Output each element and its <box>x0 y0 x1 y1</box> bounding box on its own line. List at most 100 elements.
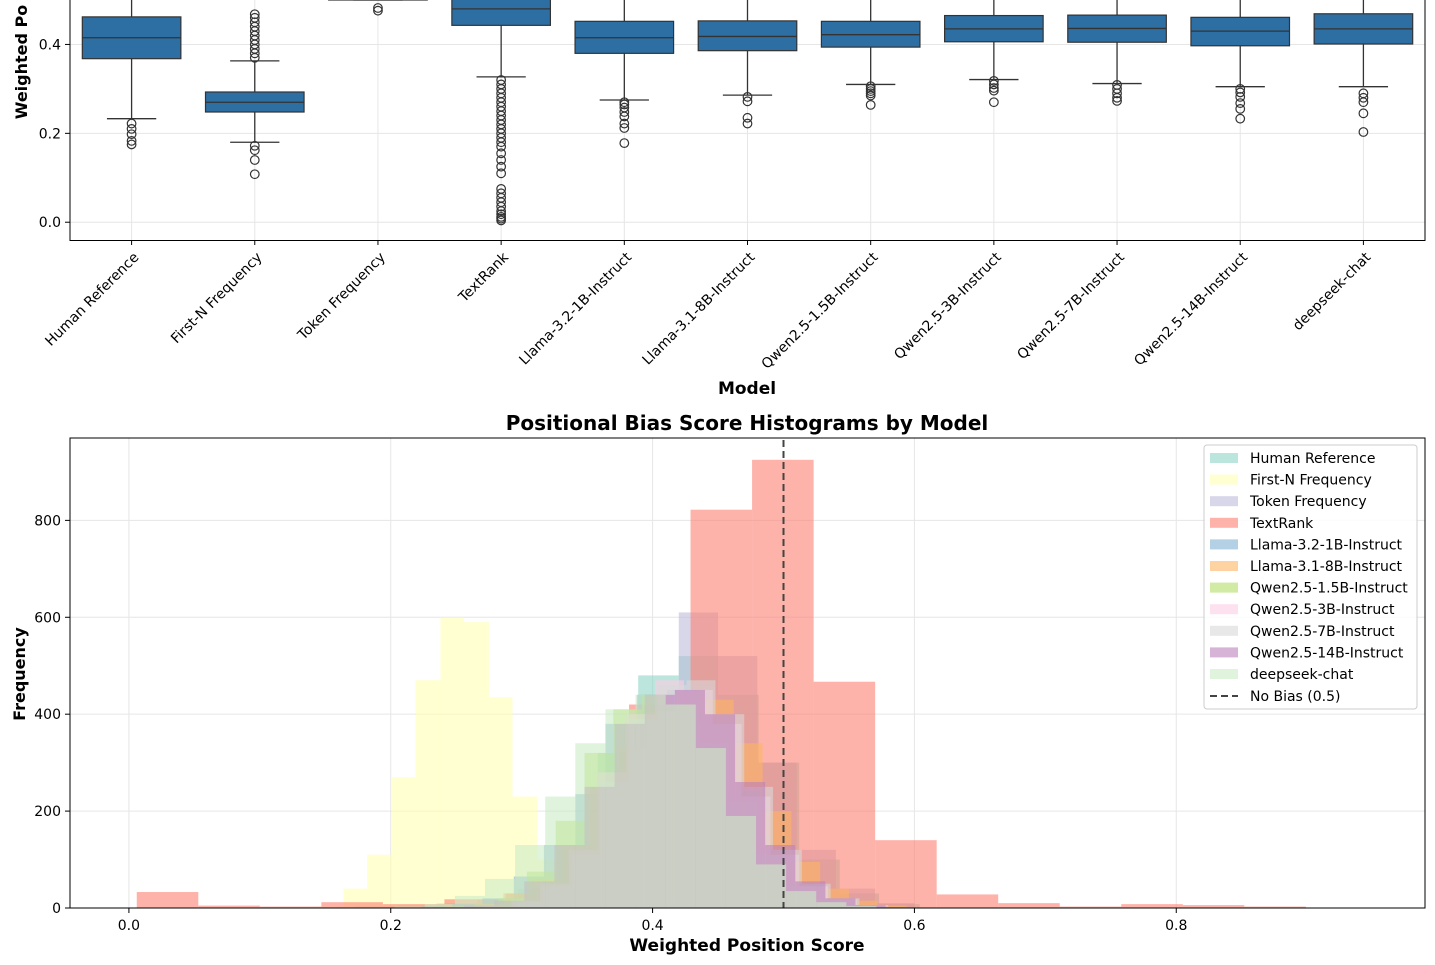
hist-bar <box>816 902 847 908</box>
boxplot-y-axis-label: Weighted Po <box>12 5 31 120</box>
histogram-y-tick-label: 400 <box>34 707 61 723</box>
box-outlier-point <box>742 91 753 102</box>
box-outlier-point <box>1358 108 1369 119</box>
box-outlier-point <box>988 75 999 86</box>
histogram-x-tick-label: 0.0 <box>118 918 140 934</box>
legend-label-qwen2-5-14b-instruct: Qwen2.5-14B-Instruct <box>1250 645 1404 661</box>
box-outlier-point <box>1358 127 1369 137</box>
box-outlier-point <box>988 79 999 90</box>
histogram-y-axis-label: Frequency <box>10 627 29 721</box>
hist-series-deepseek-chat <box>394 694 907 908</box>
hist-bar <box>936 894 999 908</box>
legend-label-human-reference: Human Reference <box>1250 451 1375 467</box>
boxplot-axes-frame <box>69 0 1426 241</box>
histogram-y-tick-label: 600 <box>34 610 61 626</box>
boxplot-panel: 0.0 0.2 0.4 Human Reference First-N Frequen… <box>12 0 1426 399</box>
box-outlier-point <box>249 17 260 28</box>
hist-bar <box>998 903 1060 908</box>
box-outlier-point <box>496 148 507 159</box>
histogram-y-tick-label: 200 <box>34 804 61 820</box>
box-outlier-point <box>496 201 507 212</box>
boxplot-x-tick-label: Qwen2.5-3B-Instruct <box>891 249 1005 363</box>
legend-label-llama-3-2-1b-instruct: Llama-3.2-1B-Instruct <box>1250 537 1403 553</box>
box-outlier-point <box>865 81 876 92</box>
hist-bar <box>136 892 199 908</box>
box-textrank <box>451 0 552 226</box>
boxplot-boxes <box>81 0 1414 226</box>
box-outlier-point <box>1235 87 1246 98</box>
legend-label-deepseek-chat: deepseek-chat <box>1250 667 1354 683</box>
histogram-y-tick-label: 800 <box>34 513 61 529</box>
legend-swatch-qwen2-5-1-5b-instruct <box>1210 582 1238 593</box>
box-outlier-point <box>988 83 999 93</box>
histogram-bars <box>136 459 1368 908</box>
box-outlier-point <box>126 118 137 129</box>
boxplot-x-tick-label: Qwen2.5-14B-Instruct <box>1131 249 1251 369</box>
hist-bar <box>846 906 877 908</box>
box-outlier-point <box>1358 92 1369 103</box>
legend-label-token-frequency: Token Frequency <box>1249 494 1367 510</box>
box-outlier-point <box>1358 97 1369 108</box>
box-outlier-point <box>619 99 630 110</box>
hist-bar <box>575 743 606 908</box>
box-outlier-point <box>619 107 630 117</box>
legend-label-first-n-frequency: First-N Frequency <box>1250 473 1372 489</box>
legend-swatch-qwen2-5-7b-instruct <box>1210 625 1238 636</box>
box-outlier-point <box>742 96 753 107</box>
histogram-x-tick-label: 0.8 <box>1165 918 1187 934</box>
box-outlier-point <box>496 215 507 226</box>
hist-bar <box>454 895 486 908</box>
boxplot-x-ticks: Human Reference First-N Frequency Token Fr… <box>42 240 1375 372</box>
boxplot-x-tick-label: TextRank <box>455 249 512 306</box>
box-outlier-point <box>988 85 999 96</box>
hist-bar <box>695 748 726 908</box>
box-outlier-point <box>496 161 507 172</box>
box-outlier-point <box>1235 91 1246 102</box>
box-llama-3-2-1b-instruct <box>574 0 675 149</box>
histogram-x-tick-label: 0.4 <box>641 918 663 934</box>
hist-bar <box>605 709 636 908</box>
box-outlier-point <box>496 137 507 148</box>
histogram-y-ticks: 0 200 400 600 800 <box>34 513 70 917</box>
hist-bar <box>875 840 937 908</box>
hist-bar <box>424 904 455 908</box>
histogram-x-tick-label: 0.6 <box>903 918 925 934</box>
hist-bar <box>545 796 576 908</box>
hist-bar <box>1244 906 1306 908</box>
box-outlier-point <box>1112 95 1122 106</box>
box-outlier-point <box>865 90 876 101</box>
box-outlier-point <box>742 112 753 123</box>
histogram-legend: Human Reference First-N Frequency Token Fr… <box>1203 444 1418 710</box>
legend-label-qwen2-5-3b-instruct: Qwen2.5-3B-Instruct <box>1250 602 1395 618</box>
hist-bar <box>321 902 383 908</box>
hist-bar <box>392 777 416 908</box>
box-outlier-point <box>496 206 507 217</box>
hist-bar <box>813 681 876 908</box>
box-human-reference <box>81 0 182 150</box>
histogram-x-axis-label: Weighted Position Score <box>629 936 864 956</box>
box-outlier-point <box>249 9 260 20</box>
box-outlier-point <box>249 12 260 23</box>
hist-bar <box>665 704 696 908</box>
hist-bar <box>440 617 465 908</box>
box-outlier-point <box>249 155 260 165</box>
boxplot-y-tick-label: 0.2 <box>39 126 61 142</box>
boxplot-x-tick-label: First-N Frequency <box>168 250 265 347</box>
box-outlier-point <box>1112 92 1122 103</box>
boxplot-x-tick-label: Llama-3.2-1B-Instruct <box>516 249 635 368</box>
box-outlier-point <box>249 140 260 151</box>
hist-bar <box>367 854 393 908</box>
legend-swatch-llama-3-2-1b-instruct <box>1210 539 1238 550</box>
hist-bar <box>635 694 666 908</box>
box-outlier-point <box>126 135 137 146</box>
boxplot-y-ticks: 0.0 0.2 0.4 <box>39 37 70 231</box>
box-llama-3-1-8b-instruct <box>697 0 798 129</box>
box-outlier-point <box>619 111 630 122</box>
box-outlier-point <box>865 99 876 110</box>
boxplot-x-tick-label: Qwen2.5-7B-Instruct <box>1014 249 1128 363</box>
boxplot-x-axis-label: Model <box>718 379 776 399</box>
boxplot-x-tick-label: Human Reference <box>42 250 142 350</box>
box-outlier-point <box>126 139 137 150</box>
histogram-panel: Positional Bias Score Histograms by Mode… <box>10 411 1426 956</box>
legend-label-qwen2-5-1-5b-instruct: Qwen2.5-1.5B-Instruct <box>1250 581 1408 597</box>
